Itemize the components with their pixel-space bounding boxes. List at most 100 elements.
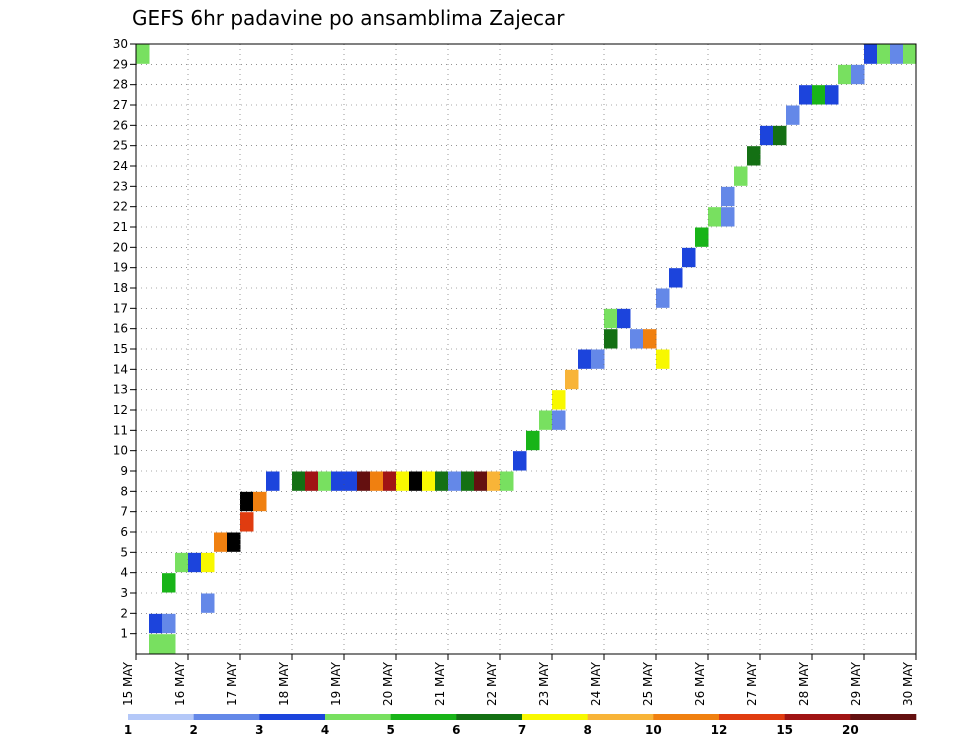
data-cell [747,146,761,166]
data-cell [721,186,735,207]
x-tick-label: 25 MAY [641,661,655,706]
data-cell [227,532,241,552]
y-tick-label: 30 [113,37,128,51]
x-tick-label: 30 MAY [901,661,915,706]
data-cell [851,64,865,85]
y-tick-label: 25 [113,139,128,153]
y-tick-label: 7 [120,505,128,519]
colorbar-label: 12 [711,723,728,737]
y-tick-label: 3 [120,586,128,600]
data-cell [435,471,449,491]
data-cell [825,85,839,105]
data-cell [318,471,332,491]
colorbar-label: 2 [189,723,197,737]
data-cell [175,552,189,573]
y-tick-label: 2 [120,606,128,620]
y-tick-label: 17 [113,301,128,315]
colorbar-segment [259,714,326,720]
data-cell [656,349,670,369]
y-tick-label: 5 [120,545,128,559]
x-tick-label: 28 MAY [797,661,811,706]
data-cell [552,390,566,410]
colorbar-segment [456,714,523,720]
colorbar-label: 7 [518,723,526,737]
y-tick-label: 12 [113,403,128,417]
colorbar-label: 1 [124,723,132,737]
data-cell [201,552,215,573]
colorbar-segment [325,714,391,720]
data-cell [396,471,410,491]
y-tick-label: 20 [113,240,128,254]
y-tick-label: 26 [113,118,128,132]
y-tick-label: 16 [113,322,128,336]
colorbar-segment [850,714,917,720]
data-cell [539,410,553,430]
data-cell [474,471,488,491]
y-tick-label: 24 [113,159,128,173]
data-cell [162,634,176,654]
y-tick-label: 8 [120,484,128,498]
data-cell [370,471,384,491]
x-tick-label: 20 MAY [381,661,395,706]
data-cell [734,166,748,186]
data-cell [383,471,397,491]
colorbar-segment [587,714,654,720]
data-cell [292,471,306,491]
y-tick-label: 1 [120,627,128,641]
data-cell [656,288,670,308]
y-tick-label: 27 [113,98,128,112]
data-cell [773,125,787,146]
data-cell [617,308,631,329]
x-tick-label: 26 MAY [693,661,707,706]
data-cell [344,471,358,491]
data-cell [838,64,852,85]
data-cell [565,369,579,390]
chart-title: GEFS 6hr padavine po ansamblima Zajecar [132,6,565,30]
data-cell [812,85,826,105]
x-tick-label: 17 MAY [225,661,239,706]
data-cell [604,329,618,349]
data-cell [409,471,423,491]
data-cell [162,573,176,593]
colorbar-segment [784,714,851,720]
y-tick-label: 15 [113,342,128,356]
data-cell [721,207,735,227]
data-cell [682,247,696,268]
x-tick-label: 16 MAY [173,661,187,706]
y-tick-label: 18 [113,281,128,295]
data-cell [266,471,280,491]
y-tick-label: 4 [120,566,128,580]
data-cell [526,430,540,451]
data-cell [695,227,709,247]
x-tick-label: 15 MAY [121,661,135,706]
colorbar-label: 20 [842,723,859,737]
colorbar-segment [193,714,260,720]
data-cell [240,491,254,512]
data-cell [331,471,345,491]
y-tick-label: 22 [113,200,128,214]
data-cell [578,349,592,369]
data-cell [422,471,436,491]
y-tick-label: 23 [113,179,128,193]
y-tick-label: 11 [113,423,128,437]
y-tick-label: 21 [113,220,128,234]
colorbar-label: 8 [583,723,591,737]
data-cell [877,44,891,64]
data-cell [864,44,878,64]
data-cell [799,85,813,105]
data-cell [786,105,800,125]
data-cell [240,512,254,532]
colorbar-label: 10 [645,723,662,737]
colorbar-label: 6 [452,723,460,737]
data-cell [214,532,228,552]
data-cell [162,613,176,634]
y-tick-label: 10 [113,444,128,458]
data-cell [669,268,683,288]
x-tick-label: 24 MAY [589,661,603,706]
colorbar-segment [128,714,194,720]
y-tick-label: 14 [113,362,128,376]
y-tick-label: 13 [113,383,128,397]
colorbar-label: 15 [776,723,793,737]
colorbar-segment [719,714,785,720]
